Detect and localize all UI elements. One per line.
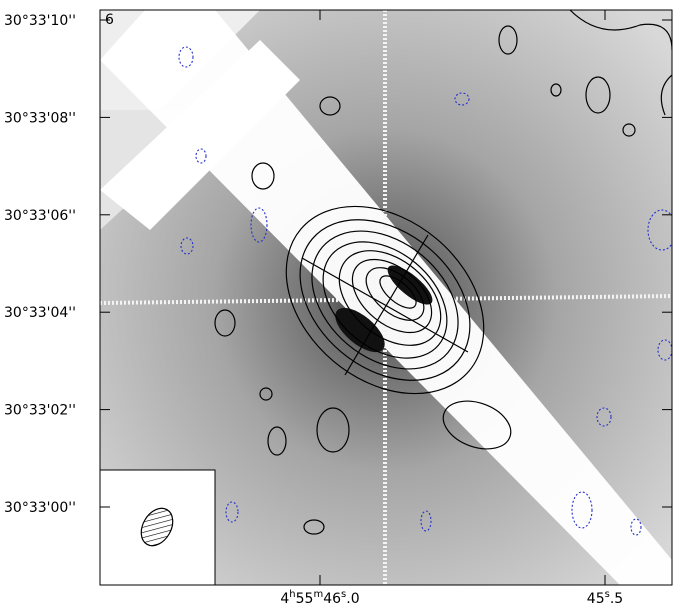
y-tick-label: 30°33'00'' bbox=[4, 500, 76, 516]
label-part: 55 bbox=[296, 591, 314, 607]
unit-superscript: s bbox=[341, 589, 346, 600]
x-tick-label: 4h55m46s.0 bbox=[280, 589, 359, 607]
y-tick-label: 30°33'06'' bbox=[4, 208, 76, 224]
unit-superscript: m bbox=[313, 589, 323, 600]
unit-superscript: s bbox=[605, 589, 610, 600]
y-tick-label: 30°33'10'' bbox=[4, 13, 76, 29]
axes: 30°33'10'' 30°33'08'' 30°33'06'' 30°33'04''… bbox=[4, 10, 672, 607]
unit-superscript: h bbox=[289, 589, 295, 600]
y-tick-label: 30°33'04'' bbox=[4, 305, 76, 321]
contours bbox=[178, 10, 672, 536]
label-part: 46 bbox=[323, 591, 341, 607]
y-tick-label: 30°33'08'' bbox=[4, 110, 76, 126]
label-part: 4 bbox=[280, 591, 289, 607]
y-tick-label: 30°33'02'' bbox=[4, 403, 76, 419]
x-tick-label: 45s.5 bbox=[587, 589, 623, 607]
label-part: .5 bbox=[610, 591, 623, 607]
beam-ellipse bbox=[140, 507, 174, 547]
frame bbox=[99, 9, 673, 586]
label-part: .0 bbox=[346, 591, 359, 607]
label-part: 45 bbox=[587, 591, 605, 607]
